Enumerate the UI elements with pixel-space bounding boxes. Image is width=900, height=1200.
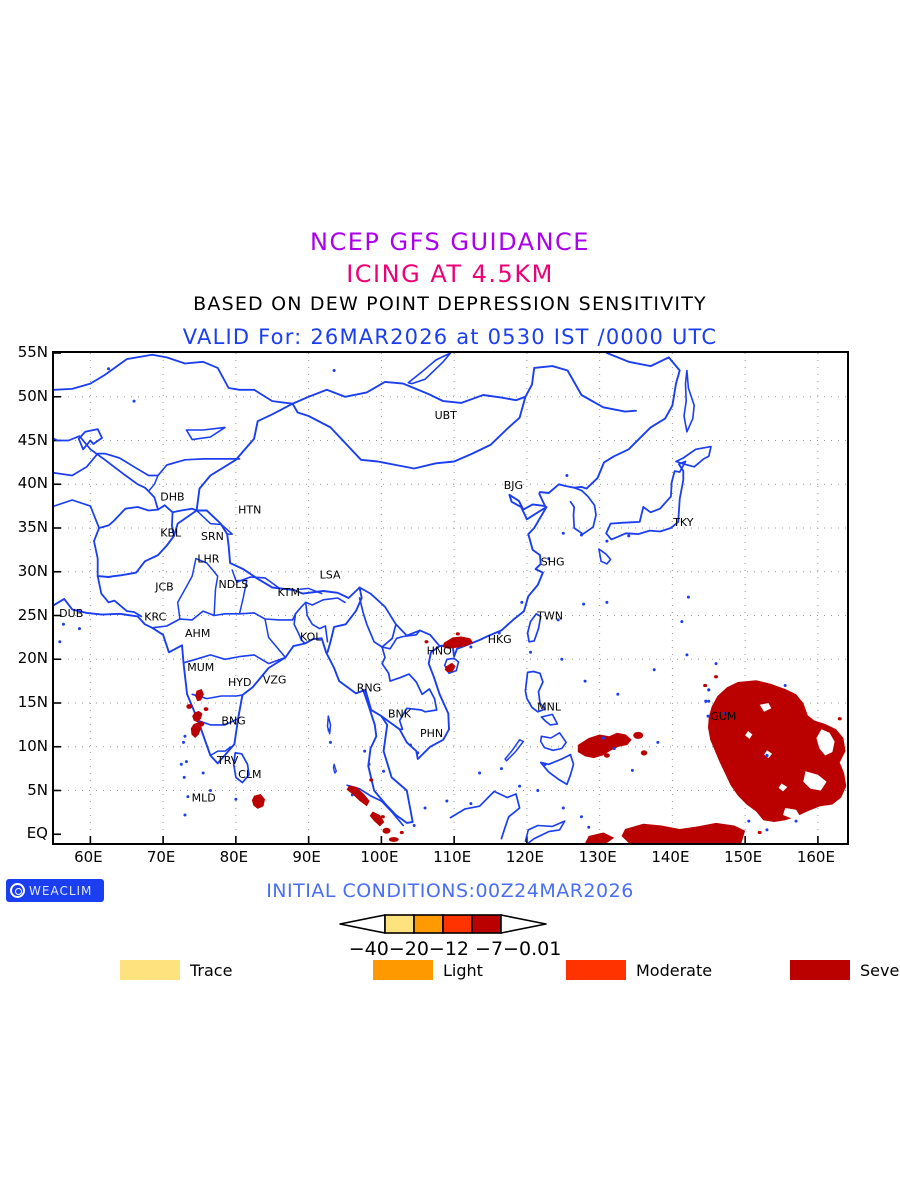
y-tick-label: 10N [17,736,48,755]
city-label: KBL [160,526,182,539]
city-label: MNL [537,701,562,714]
legend-swatch [373,960,433,980]
city-label: MUM [187,661,214,674]
city-label: HTN [238,504,261,517]
city-label: TKY [672,516,694,529]
x-tick-label: 90E [292,848,321,866]
city-label: TWN [536,610,563,623]
legend-label: Moderate [636,960,713,980]
y-tick-label: 40N [17,474,48,493]
title-model-guidance: NCEP GFS GUIDANCE [310,228,590,256]
city-label: HKG [488,633,512,646]
y-tick-label: 15N [17,693,48,711]
legend-swatch [790,960,850,980]
y-tick-label: EQ [26,824,48,843]
map-geography-and-icing: UBT BJG TKY DHB HTN KBL SRN LHR SHG LSA NDLS JCB KTM… [54,353,847,843]
title-method-description: BASED ON DEW POINT DEPRESSION SENSITIVIT… [193,293,707,315]
y-tick-label: 20N [17,649,48,668]
city-label: RNG [357,681,381,694]
circle-ring-icon [10,883,25,898]
city-label: DUB [59,607,83,620]
weaclim-logo: WEACLIM [6,879,104,902]
legend-label: Light [443,960,483,980]
y-tick-label: 5N [27,780,48,799]
city-label: AHM [185,627,210,640]
x-tick-label: 140E [651,848,690,866]
x-tick-label: 60E [74,848,103,866]
severity-legend: Trace Light Moderate Severe [0,960,900,984]
legend-label: Severe [860,960,900,980]
legend-label: Trace [190,960,233,980]
colorbar-tick-labels: −40−20−12 −7−0.01 [348,938,562,960]
x-tick-label: 70E [146,848,176,866]
x-tick-label: 150E [724,848,763,866]
title-valid-time: VALID For: 26MAR2026 at 0530 IST /0000 U… [182,325,718,349]
y-tick-label: 55N [17,343,48,361]
city-label: SRN [201,530,224,543]
y-tick-label: 25N [17,605,48,624]
y-tick-label: 45N [17,430,48,449]
city-label: GUM [710,710,736,723]
city-label: HYD [228,676,251,689]
x-tick-label: 110E [433,848,472,866]
map-plot-area: UBT BJG TKY DHB HTN KBL SRN LHR SHG LSA NDLS JCB KTM… [52,351,849,845]
city-label: CLM [238,768,261,781]
city-label: BNG [221,715,245,728]
weaclim-logo-label: WEACLIM [29,883,93,898]
colorbar [339,914,547,934]
city-label: BNK [388,708,412,721]
legend-swatch [566,960,626,980]
initial-conditions-text: INITIAL CONDITIONS:00Z24MAR2026 [266,880,634,902]
city-label: LHR [197,553,219,566]
city-label: MLD [192,792,216,805]
city-label: NDLS [219,578,249,591]
x-axis-longitude-ticks: 60E 70E 80E 90E 100E 110E 120E 130E 140E 150E 160E [22,848,882,872]
city-label: SHG [541,555,565,568]
city-label: PHN [420,727,443,740]
legend-swatch [120,960,180,980]
city-label: UBT [435,409,458,422]
x-tick-label: 120E [505,848,544,866]
legend-item: Moderate [566,960,712,980]
city-label: HNO [427,645,453,658]
legend-item: Trace [120,960,232,980]
legend-item: Light [373,960,483,980]
city-label: KTM [277,586,300,599]
y-tick-label: 30N [17,561,48,580]
x-tick-label: 130E [578,848,617,866]
city-label: TRV [216,754,239,767]
title-product-name: ICING AT 4.5KM [346,260,554,288]
y-axis-latitude-ticks: 55N 50N 45N 40N 35N 30N 25N 20N 15N 10N 5N EQ [0,343,48,845]
city-label: LSA [320,568,341,581]
city-label: JCB [154,581,173,594]
x-tick-label: 100E [360,848,399,866]
city-label: VZG [263,673,287,686]
legend-item: Severe [790,960,900,980]
city-label: BJG [504,479,523,492]
city-label: KRC [144,610,166,623]
city-label: DHB [160,491,184,504]
y-tick-label: 35N [17,518,48,536]
y-tick-label: 50N [17,386,48,405]
x-tick-label: 80E [219,848,249,866]
x-tick-label: 160E [796,848,835,866]
city-label: KOL [300,631,322,644]
